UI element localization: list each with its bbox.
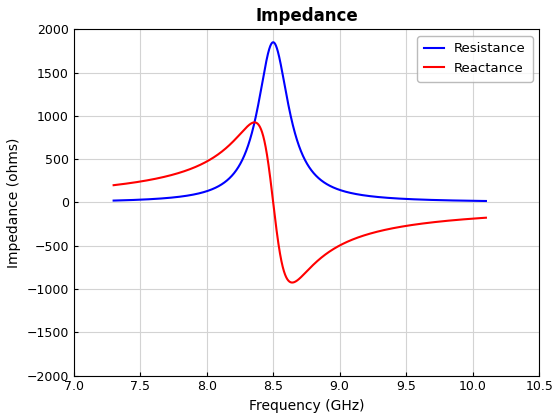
Resistance — [406, 197, 413, 202]
Reactance — [406, 223, 413, 228]
Reactance — [110, 183, 117, 188]
Title: Impedance: Impedance — [255, 7, 358, 25]
Legend: Resistance, Reactance: Resistance, Reactance — [417, 36, 533, 81]
Resistance — [330, 185, 337, 190]
Resistance — [129, 197, 136, 202]
X-axis label: Frequency (GHz): Frequency (GHz) — [249, 399, 364, 413]
Reactance — [483, 215, 489, 220]
Resistance — [270, 40, 277, 45]
Reactance — [386, 226, 393, 231]
Reactance — [330, 246, 337, 251]
Reactance — [347, 238, 353, 243]
Resistance — [347, 190, 353, 195]
Reactance — [251, 120, 258, 125]
Reactance — [245, 123, 252, 128]
Line: Resistance: Resistance — [114, 42, 486, 201]
Reactance — [289, 280, 296, 285]
Resistance — [245, 142, 252, 147]
Y-axis label: Impedance (ohms): Impedance (ohms) — [7, 137, 21, 268]
Reactance — [129, 180, 136, 185]
Line: Reactance: Reactance — [114, 122, 486, 283]
Resistance — [386, 195, 393, 200]
Resistance — [110, 198, 117, 203]
Resistance — [483, 199, 489, 204]
